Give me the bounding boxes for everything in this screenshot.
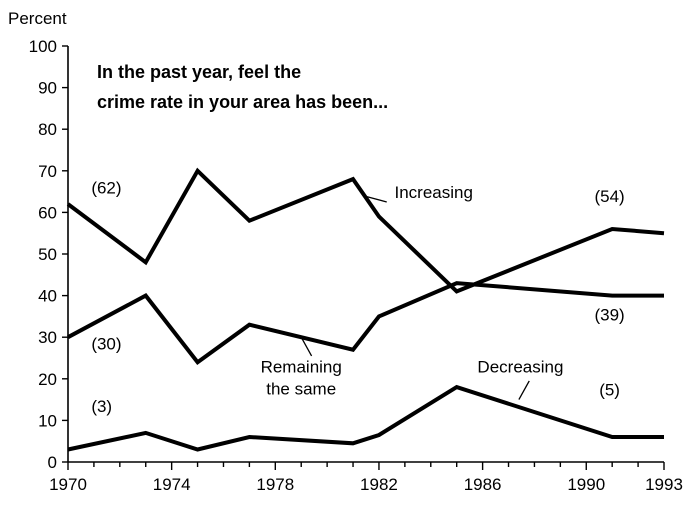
series-label-decreasing: Decreasing	[477, 358, 563, 377]
chart-title: In the past year, feel the crime rate in…	[97, 62, 388, 112]
y-tick-label: 0	[48, 453, 57, 472]
y-tick-label: 20	[38, 370, 57, 389]
y-tick-label: 80	[38, 120, 57, 139]
x-axis-ticks: 1970 1974 1978 1982 1986 1990 1993	[49, 462, 683, 494]
y-axis-ticks: 0 10 20 30 40 50 60 70 80 90 100	[29, 37, 68, 472]
data-label: (30)	[91, 335, 121, 354]
y-tick-label: 30	[38, 328, 57, 347]
series-line-increasing	[66, 167, 665, 294]
series-labels: Increasing Remaining the same Decreasing	[261, 183, 563, 400]
y-tick-label: 90	[38, 79, 57, 98]
leader-line-decreasing	[518, 380, 530, 400]
leader-line-increasing	[363, 195, 387, 203]
y-tick-label: 50	[38, 245, 57, 264]
y-tick-label: 70	[38, 162, 57, 181]
y-axis-title: Percent	[8, 9, 67, 28]
y-tick-label: 10	[38, 411, 57, 430]
x-tick-label: 1990	[567, 475, 605, 494]
series-lines	[66, 167, 665, 452]
series-line-decreasing	[67, 384, 664, 452]
series-label-remaining-the-same: Remaining the same	[261, 358, 342, 399]
x-tick-label: 1974	[153, 475, 191, 494]
data-label: (62)	[91, 179, 121, 198]
y-tick-label: 100	[29, 37, 57, 56]
leader-line-remaining-the-same	[300, 336, 313, 357]
x-tick-label: 1982	[360, 475, 398, 494]
series-label-increasing: Increasing	[395, 183, 473, 202]
series-line-remaining-the-same	[67, 281, 664, 365]
data-label: (54)	[594, 187, 624, 206]
data-label: (3)	[91, 397, 112, 416]
data-annotations: (62) (30) (3) (54) (39) (5)	[91, 179, 624, 416]
data-label: (39)	[594, 306, 624, 325]
x-tick-label: 1993	[645, 475, 683, 494]
x-tick-label: 1978	[256, 475, 294, 494]
data-label: (5)	[599, 380, 620, 399]
x-tick-label: 1970	[49, 475, 87, 494]
chart-title-line-2: crime rate in your area has been...	[97, 92, 388, 112]
chart-title-line-1: In the past year, feel the	[97, 62, 301, 82]
y-tick-label: 60	[38, 203, 57, 222]
x-tick-label: 1986	[464, 475, 502, 494]
y-tick-label: 40	[38, 287, 57, 306]
